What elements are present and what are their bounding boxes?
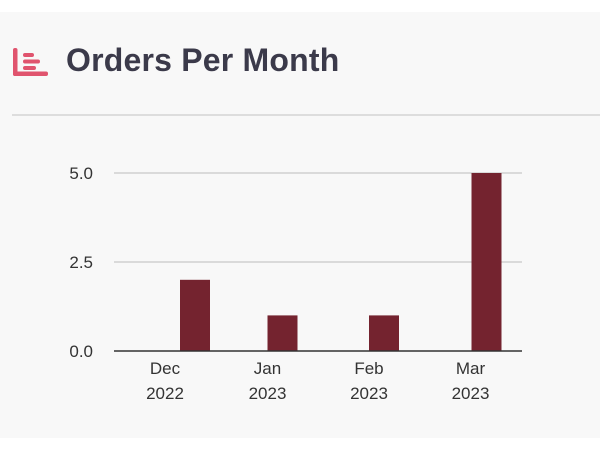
y-tick-label: 5.0 [69,164,93,183]
x-tick-label: Dec 2022 [146,359,184,403]
bar-chart-icon [13,48,48,76]
chart-title: Orders Per Month [66,42,340,78]
header-divider [12,114,600,116]
chart-header: Orders Per Month [0,12,600,114]
bar [471,173,502,351]
x-tick-label: Jan 2023 [249,359,287,403]
bar [267,315,298,351]
bar [180,279,210,351]
x-tick-label: Feb 2023 [350,359,388,403]
y-tick-label: 0.0 [69,342,93,361]
y-tick-label: 2.5 [69,253,93,272]
bar [369,315,399,351]
x-tick-label: Mar 2023 [452,359,490,403]
